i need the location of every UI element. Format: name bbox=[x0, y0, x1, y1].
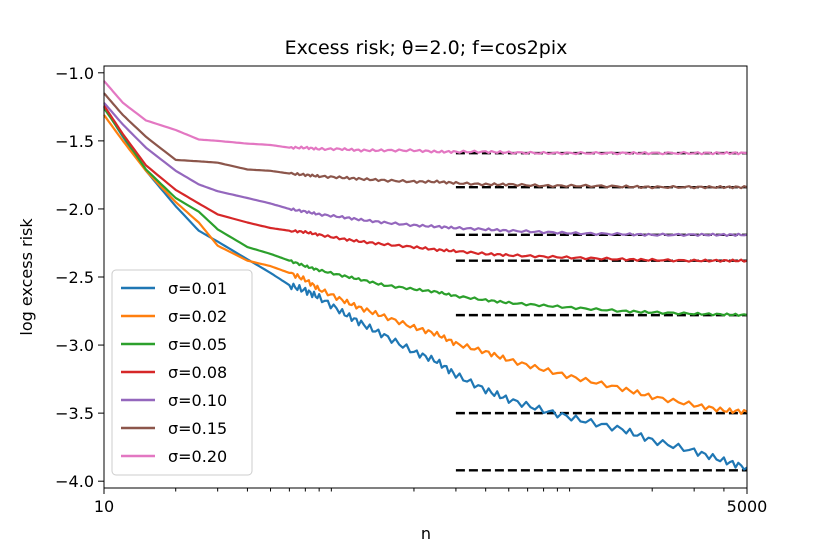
y-tick-label: −4.0 bbox=[55, 472, 94, 491]
asymptote-lines bbox=[455, 151, 747, 472]
legend-label: σ=0.08 bbox=[168, 363, 227, 382]
y-axis-label: log excess risk bbox=[17, 218, 36, 336]
series-lines bbox=[103, 80, 748, 471]
y-tick-label: −3.0 bbox=[55, 336, 94, 355]
y-tick-label: −2.5 bbox=[55, 268, 94, 287]
x-axis-label: n bbox=[421, 524, 431, 543]
legend-label: σ=0.20 bbox=[168, 447, 227, 466]
series-line bbox=[103, 102, 748, 237]
x-axis-ticks: 10 5000 bbox=[94, 488, 768, 516]
y-tick-label: −1.0 bbox=[55, 64, 94, 83]
legend-label: σ=0.10 bbox=[168, 391, 227, 410]
y-tick-label: −3.5 bbox=[55, 404, 94, 423]
series-line bbox=[103, 106, 748, 471]
y-tick-label: −2.0 bbox=[55, 200, 94, 219]
series-line bbox=[103, 92, 748, 190]
series-line bbox=[103, 107, 748, 317]
series-line bbox=[103, 80, 748, 156]
axes: 10 5000 −1.0 −1.5 −2.0 −2.5 −3.0 −3.5 −4.0 bbox=[55, 64, 767, 516]
chart-title: Excess risk; θ=2.0; f=cos2pix bbox=[285, 37, 568, 59]
series-line bbox=[103, 114, 748, 415]
y-tick-label: −1.5 bbox=[55, 132, 94, 151]
legend-label: σ=0.15 bbox=[168, 419, 227, 438]
legend: σ=0.01 σ=0.02 σ=0.05 σ=0.08 σ=0.10 σ=0.15 σ=0.… bbox=[111, 269, 253, 476]
x-tick-label: 5000 bbox=[727, 497, 768, 516]
legend-box bbox=[111, 269, 253, 476]
plot-area bbox=[103, 80, 748, 472]
x-tick-label: 10 bbox=[94, 497, 114, 516]
legend-label: σ=0.01 bbox=[168, 279, 227, 298]
series-line bbox=[103, 104, 748, 263]
y-axis-ticks: −1.0 −1.5 −2.0 −2.5 −3.0 −3.5 −4.0 bbox=[55, 64, 104, 491]
legend-label: σ=0.02 bbox=[168, 307, 227, 326]
legend-label: σ=0.05 bbox=[168, 335, 227, 354]
